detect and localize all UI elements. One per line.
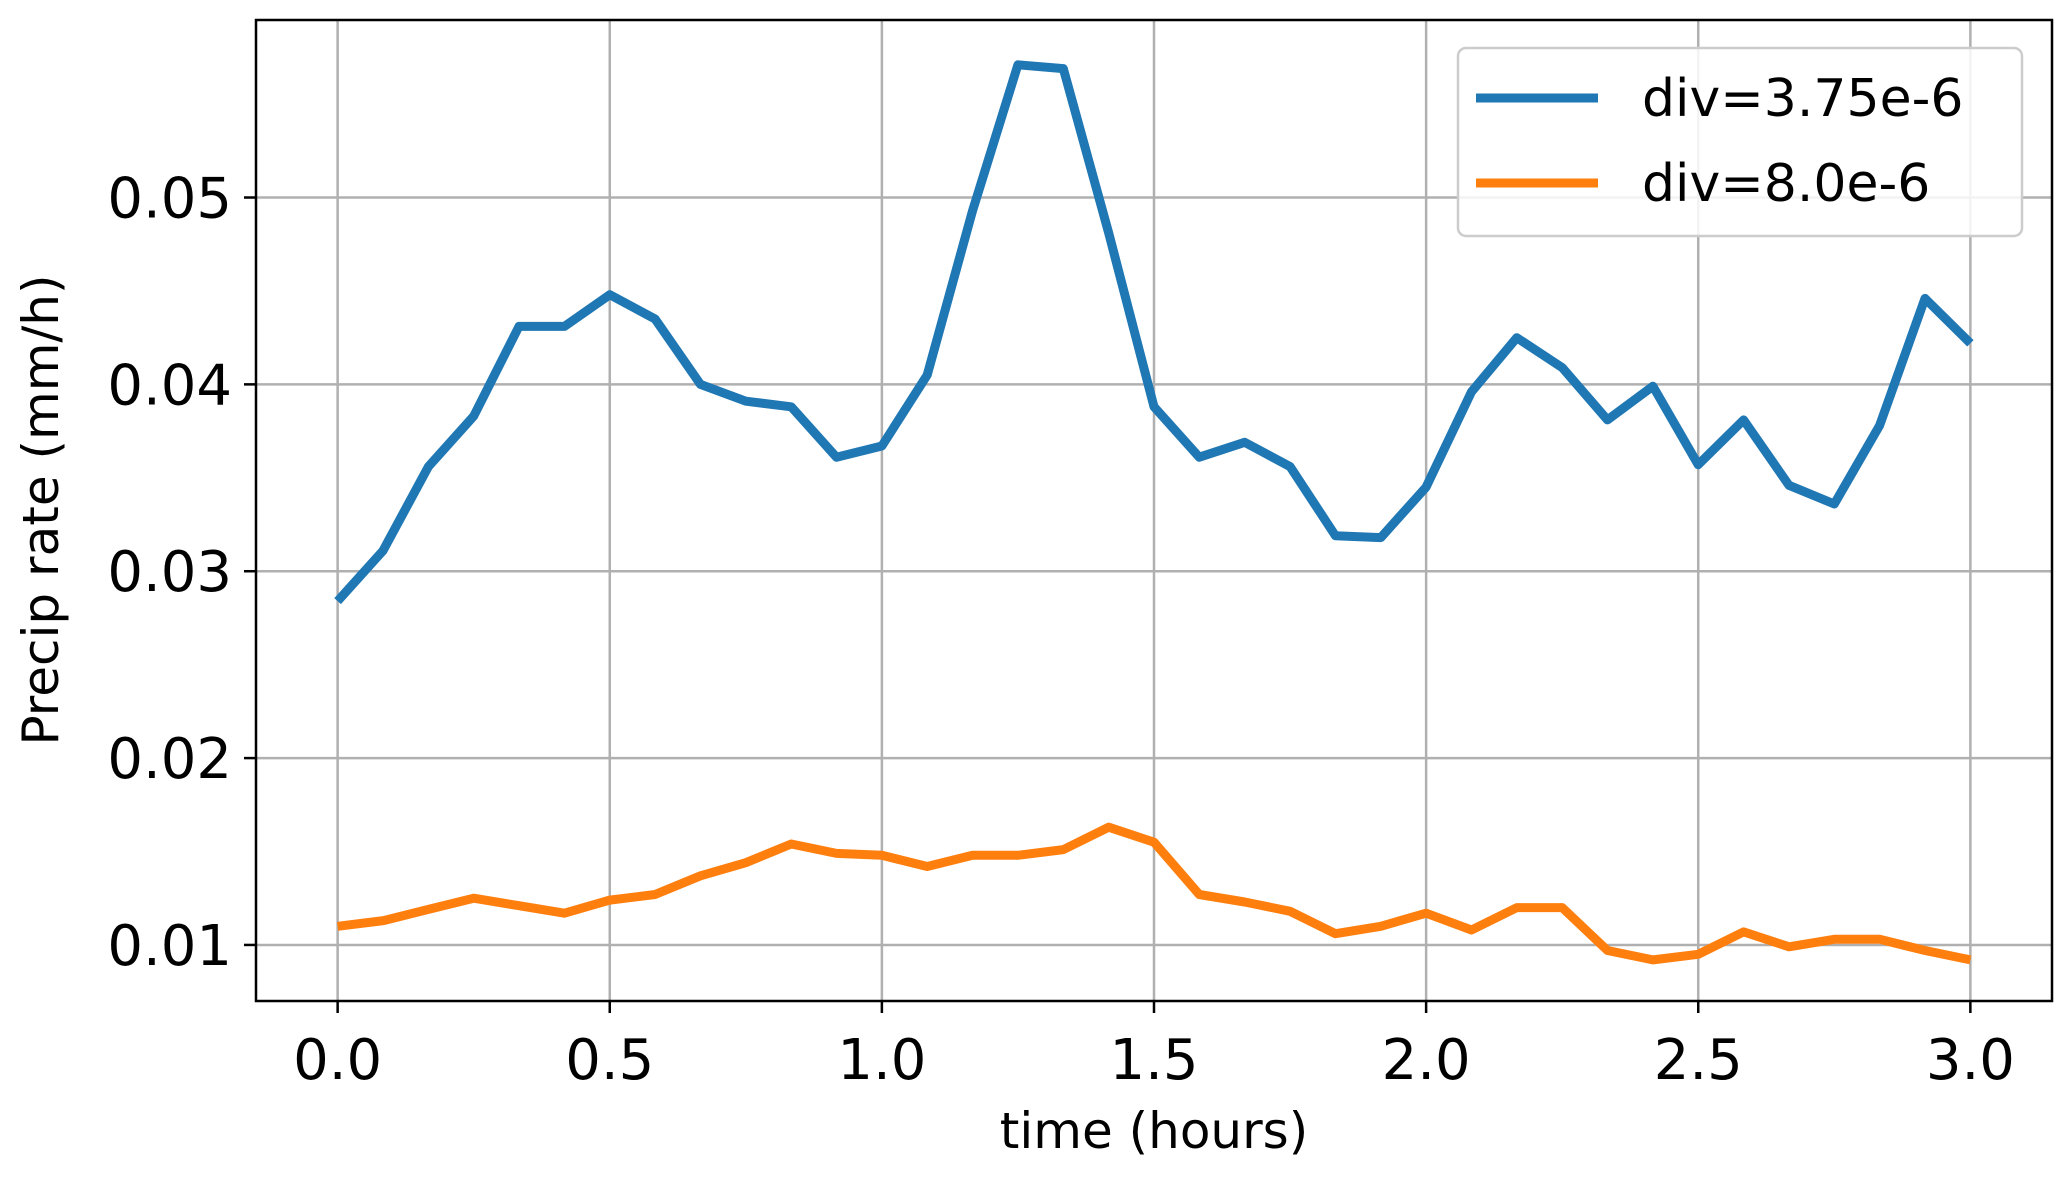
series-line-2 [337,822,1972,965]
legend: div=3.75e-6 div=8.0e-6 [1456,46,2024,238]
x-tick-label: 1.5 [1109,1028,1198,1093]
x-tick-label: 2.0 [1382,1028,1471,1093]
legend-box [1456,46,2024,238]
x-axis-title: time (hours) [1000,1102,1308,1160]
legend-label-series-1: div=3.75e-6 [1642,69,1963,129]
x-tick-label: 0.0 [293,1028,382,1093]
y-axis-ticks: 0.01 0.02 0.03 0.04 0.05 [107,167,256,979]
x-axis-ticks: 0.0 0.5 1.0 1.5 2.0 2.5 3.0 [293,1001,2015,1093]
x-tick-label: 2.5 [1654,1028,1743,1093]
y-tick-label: 0.01 [107,914,232,979]
y-axis-title: Precip rate (mm/h) [12,275,70,746]
y-tick-label: 0.03 [107,540,232,605]
plot-series [334,60,1974,965]
y-tick-label: 0.04 [107,353,232,418]
y-tick-label: 0.02 [107,727,232,792]
legend-label-series-2: div=8.0e-6 [1642,154,1930,214]
y-tick-label: 0.05 [107,167,232,232]
x-tick-label: 0.5 [565,1028,654,1093]
series-line-1 [334,60,1974,605]
x-tick-label: 3.0 [1926,1028,2015,1093]
x-tick-label: 1.0 [837,1028,926,1093]
